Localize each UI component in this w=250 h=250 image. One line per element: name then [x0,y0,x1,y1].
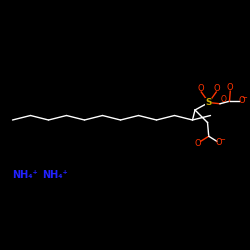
Text: O: O [227,84,234,92]
Text: O: O [221,96,227,104]
Text: O: O [238,96,245,105]
Text: S: S [206,98,212,107]
Text: O: O [216,138,222,147]
Text: NH₄⁺: NH₄⁺ [42,170,68,180]
Text: O: O [198,84,204,93]
Text: −: − [242,95,248,101]
Text: O: O [194,139,201,148]
Text: −: − [219,137,225,143]
Text: NH₄⁺: NH₄⁺ [12,170,38,180]
Text: O: O [214,84,220,93]
